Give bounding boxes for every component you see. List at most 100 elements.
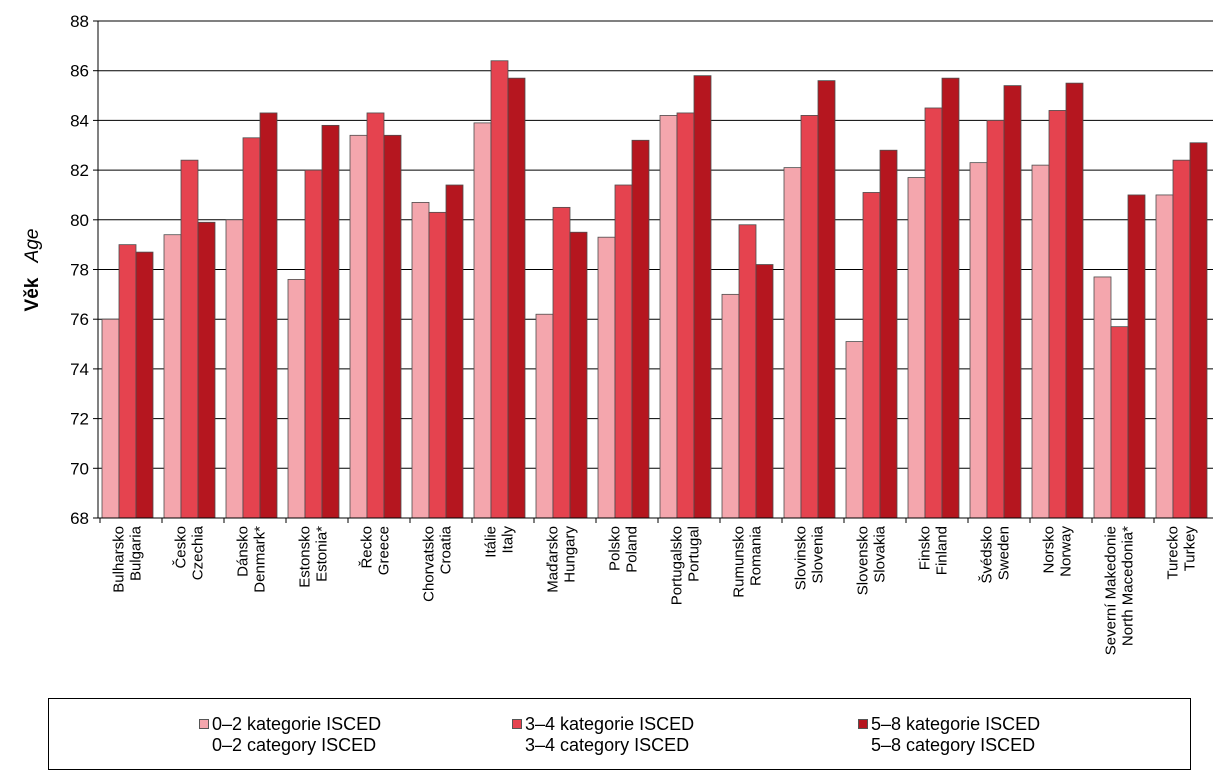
bar-series-0-cat-15: [1031, 164, 1050, 519]
bar-series-0-cat-17: [1155, 194, 1174, 519]
y-tick-label: 88: [70, 12, 89, 31]
bar-series-1-cat-3: [304, 169, 323, 519]
x-tick-label-cz: Estonsko: [297, 526, 314, 588]
y-tick-labels: 68 70 72 74 76 78 80 82 84 86 88: [70, 12, 89, 528]
bar-series-0-cat-6: [473, 122, 492, 519]
x-tick-label-en: Hungary: [562, 526, 579, 583]
bar-series-2-cat-13: [941, 77, 960, 519]
bar-series-2-cat-8: [631, 139, 650, 519]
bar-series-0-cat-12: [845, 341, 864, 519]
bar-series-0-cat-7: [535, 313, 554, 519]
bar-series-0-cat-1: [163, 234, 182, 519]
y-axis-title: Věk Age: [22, 229, 43, 312]
x-tick-label-cz: Itálie: [483, 526, 500, 558]
legend-label-0-2-en: 0–2 category ISCED: [212, 735, 377, 755]
legend-swatch-3-4: [512, 719, 522, 729]
bar-series-0-cat-0: [101, 318, 120, 519]
x-tick-label-cz: Turecko: [1165, 526, 1182, 580]
bar-series-2-cat-2: [259, 112, 278, 519]
bar-series-2-cat-3: [321, 124, 340, 519]
bar-series-1-cat-14: [986, 120, 1005, 519]
x-tick-label-en: Czechia: [190, 525, 207, 580]
bar-series-1-cat-8: [614, 184, 633, 519]
bar-series-2-cat-5: [445, 184, 464, 519]
x-tick-label-en: Bulgaria: [128, 525, 145, 581]
bar-series-1-cat-1: [180, 159, 199, 519]
bar-series-0-cat-5: [411, 202, 430, 519]
bar-series-0-cat-9: [659, 115, 678, 519]
x-tick-label-cz: Dánsko: [235, 526, 252, 577]
x-tick-label-cz: Polsko: [607, 526, 624, 571]
bar-series-2-cat-10: [755, 264, 774, 519]
bar-series-0-cat-2: [225, 219, 244, 519]
x-tick-label-cz: Portugalsko: [669, 526, 686, 605]
bar-series-1-cat-2: [242, 137, 261, 519]
x-tick-label-cz: Slovensko: [855, 526, 872, 595]
bar-series-1-cat-6: [490, 60, 509, 519]
legend-label-5-8-cz: 5–8 kategorie ISCED: [871, 714, 1041, 734]
bar-series-1-cat-16: [1110, 326, 1129, 519]
x-tick-label-cz: Švédsko: [979, 526, 996, 584]
legend-label-3-4-en: 3–4 category ISCED: [525, 735, 690, 755]
x-tick-label-en: North Macedonia*: [1120, 526, 1137, 646]
x-tick-label-cz: Chorvatsko: [421, 526, 438, 602]
bar-series-2-cat-17: [1189, 142, 1208, 519]
bar-series-0-cat-4: [349, 134, 368, 519]
bar-series-1-cat-11: [800, 115, 819, 519]
bar-series-0-cat-10: [721, 293, 740, 519]
x-tick-label-cz: Maďarsko: [545, 526, 562, 593]
bar-series-0-cat-14: [969, 162, 988, 519]
x-tick-label-en: Finland: [934, 526, 951, 575]
x-tick-label-en: Romania: [748, 525, 765, 586]
bar-chart: 68 70 72 74 76 78 80 82 84 86 88 Bulharsko Bulgaria…: [22, 12, 1213, 655]
bars: [101, 60, 1208, 519]
bar-series-2-cat-9: [693, 75, 712, 519]
svg-text:Věk Age: Věk Age: [22, 229, 43, 312]
y-tick-label: 72: [70, 410, 89, 429]
x-tick-label-en: Greece: [376, 526, 393, 575]
legend-label-3-4-cz: 3–4 kategorie ISCED: [525, 714, 695, 734]
bar-series-2-cat-0: [135, 251, 154, 519]
x-tick-label-cz: Česko: [173, 526, 190, 569]
x-tick-label-cz: Bulharsko: [111, 526, 128, 593]
axes: [93, 20, 1213, 523]
x-tick-label-en: Portugal: [686, 526, 703, 582]
y-tick-label: 74: [70, 360, 89, 379]
x-tick-label-en: Poland: [624, 526, 641, 573]
bar-series-0-cat-3: [287, 279, 306, 519]
y-tick-label: 80: [70, 211, 89, 230]
bar-series-2-cat-16: [1127, 194, 1146, 519]
y-tick-label: 76: [70, 310, 89, 329]
x-tick-label-cz: Norsko: [1041, 526, 1058, 574]
bar-series-1-cat-9: [676, 112, 695, 519]
x-category-labels: Bulharsko Bulgaria Česko Czechia Dánsko Denma…: [111, 525, 1199, 655]
x-tick-label-en: Croatia: [438, 525, 455, 574]
bar-series-2-cat-15: [1065, 82, 1084, 519]
legend: 0–2 kategorie ISCED 0–2 category ISCED 3…: [48, 698, 1191, 770]
x-tick-label-en: Denmark*: [252, 526, 269, 593]
bar-series-1-cat-0: [118, 244, 137, 519]
legend-swatch-0-2: [199, 719, 209, 729]
bar-series-0-cat-8: [597, 236, 616, 519]
x-tick-label-cz: Severní Makedonie: [1103, 526, 1120, 655]
y-tick-label: 68: [70, 509, 89, 528]
y-tick-label: 84: [70, 111, 89, 130]
x-tick-label-en: Norway: [1058, 526, 1075, 577]
x-tick-label-en: Estonia*: [314, 526, 331, 582]
y-tick-label: 86: [70, 62, 89, 81]
bar-series-1-cat-17: [1172, 159, 1191, 519]
y-tick-label: 78: [70, 261, 89, 280]
bar-series-1-cat-12: [862, 192, 881, 519]
bar-series-2-cat-11: [817, 80, 836, 519]
x-tick-label-cz: Rumunsko: [731, 526, 748, 598]
bar-series-1-cat-15: [1048, 110, 1067, 519]
bar-series-1-cat-4: [366, 112, 385, 519]
x-tick-label-en: Sweden: [996, 526, 1013, 580]
y-axis-title-en: Age: [22, 229, 43, 264]
x-tick-label-cz: Finsko: [917, 526, 934, 570]
legend-swatch-5-8: [858, 719, 868, 729]
x-tick-label-cz: Slovinsko: [793, 526, 810, 590]
legend-label-5-8-en: 5–8 category ISCED: [871, 735, 1036, 755]
bar-series-0-cat-13: [907, 177, 926, 519]
bar-series-2-cat-6: [507, 77, 526, 519]
